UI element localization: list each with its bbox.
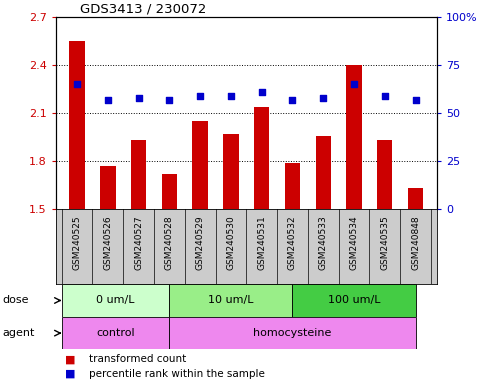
Bar xyxy=(193,121,208,209)
Text: GSM240526: GSM240526 xyxy=(103,215,113,270)
Text: 0 um/L: 0 um/L xyxy=(96,295,135,306)
Text: ■: ■ xyxy=(65,369,76,379)
Text: control: control xyxy=(96,328,135,338)
Point xyxy=(381,93,389,99)
Point xyxy=(166,97,173,103)
Text: GDS3413 / 230072: GDS3413 / 230072 xyxy=(80,2,206,15)
Point xyxy=(258,89,266,95)
Text: GSM240529: GSM240529 xyxy=(196,215,205,270)
Text: GSM240531: GSM240531 xyxy=(257,215,266,270)
Bar xyxy=(377,141,393,209)
Text: ■: ■ xyxy=(65,354,76,364)
Point xyxy=(73,81,81,88)
Bar xyxy=(70,41,85,209)
Text: GSM240530: GSM240530 xyxy=(227,215,235,270)
Bar xyxy=(170,284,293,317)
Point xyxy=(104,97,112,103)
Text: homocysteine: homocysteine xyxy=(253,328,332,338)
Bar xyxy=(408,189,423,209)
Text: GSM240534: GSM240534 xyxy=(350,215,358,270)
Text: GSM240528: GSM240528 xyxy=(165,215,174,270)
Text: GSM240527: GSM240527 xyxy=(134,215,143,270)
Text: GSM240525: GSM240525 xyxy=(72,215,82,270)
Text: agent: agent xyxy=(2,328,35,338)
Point xyxy=(289,97,297,103)
Text: 10 um/L: 10 um/L xyxy=(208,295,254,306)
Bar xyxy=(162,174,177,209)
Bar xyxy=(293,284,415,317)
Text: 100 um/L: 100 um/L xyxy=(328,295,380,306)
Text: GSM240532: GSM240532 xyxy=(288,215,297,270)
Point xyxy=(350,81,358,88)
Text: dose: dose xyxy=(2,295,29,306)
Bar xyxy=(285,163,300,209)
Text: GSM240533: GSM240533 xyxy=(319,215,328,270)
Bar xyxy=(223,134,239,209)
Text: percentile rank within the sample: percentile rank within the sample xyxy=(89,369,265,379)
Bar xyxy=(254,107,270,209)
Bar xyxy=(62,284,170,317)
Text: transformed count: transformed count xyxy=(89,354,186,364)
Point xyxy=(135,95,142,101)
Bar xyxy=(100,166,115,209)
Point xyxy=(319,95,327,101)
Point xyxy=(196,93,204,99)
Text: GSM240848: GSM240848 xyxy=(411,215,420,270)
Bar xyxy=(131,141,146,209)
Point xyxy=(412,97,419,103)
Bar xyxy=(315,136,331,209)
Bar xyxy=(170,317,415,349)
Text: GSM240535: GSM240535 xyxy=(380,215,389,270)
Bar xyxy=(62,317,170,349)
Point xyxy=(227,93,235,99)
Bar xyxy=(346,65,362,209)
